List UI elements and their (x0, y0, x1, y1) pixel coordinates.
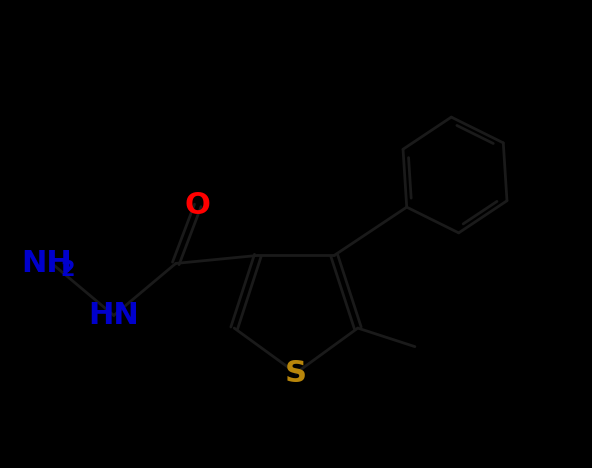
Text: 2: 2 (60, 260, 75, 280)
Text: O: O (185, 191, 211, 220)
Text: S: S (285, 358, 307, 388)
Text: NH: NH (21, 249, 72, 278)
Text: HN: HN (88, 301, 139, 330)
